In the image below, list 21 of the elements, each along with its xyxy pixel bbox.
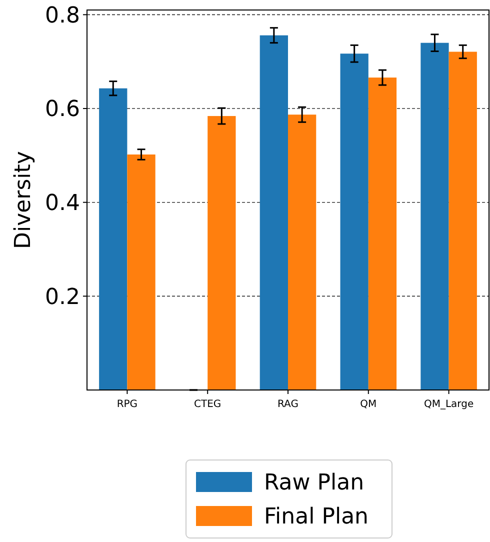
bar [340,54,368,390]
y-tick-label: 0.2 [45,284,80,310]
y-tick-label: 0.4 [45,191,80,216]
bar [99,88,128,390]
legend-label: Raw Plan [264,470,364,496]
bar [208,116,236,390]
y-axis-title: Diversity [11,151,36,249]
x-tick-label: CTEG [194,399,222,410]
x-tick-label: QM_Large [424,399,474,410]
y-tick-label: 0.6 [45,97,80,122]
bar [368,78,397,390]
y-tick-label: 0.8 [45,3,80,28]
x-tick-label: RAG [278,399,298,410]
legend-label: Final Plan [264,504,368,530]
bar [127,154,156,390]
bar [260,35,288,390]
bar [288,114,316,390]
x-tick-label: RPG [116,399,138,410]
x-tick-label: QM [360,399,377,410]
bar [448,52,477,390]
bar [420,42,449,390]
